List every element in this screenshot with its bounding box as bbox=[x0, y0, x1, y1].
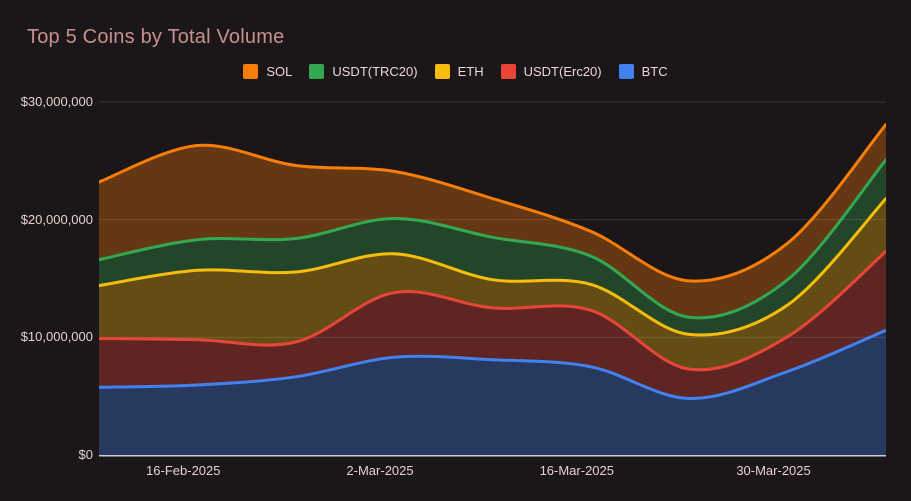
line-usdt-trc20 bbox=[99, 158, 886, 320]
area-usdt-trc20 bbox=[99, 159, 886, 336]
area-btc bbox=[99, 330, 886, 455]
legend-item-usdt-trc20[interactable]: USDT(TRC20) bbox=[309, 63, 418, 79]
line-eth bbox=[99, 197, 886, 337]
y-axis-label: $0 bbox=[78, 447, 93, 462]
eth-swatch-icon bbox=[434, 63, 450, 79]
area-sol bbox=[99, 124, 886, 318]
x-axis-label: 16-Feb-2025 bbox=[146, 463, 221, 478]
btc-swatch-icon bbox=[618, 63, 634, 79]
usdt-erc20-swatch-icon bbox=[500, 63, 516, 79]
x-axis-label: 30-Mar-2025 bbox=[736, 463, 811, 478]
legend-item-usdt-erc20[interactable]: USDT(Erc20) bbox=[500, 63, 602, 79]
y-axis-label: $10,000,000 bbox=[20, 329, 93, 345]
legend-label: BTC bbox=[641, 63, 668, 79]
gridlines bbox=[99, 101, 886, 338]
chart-title: Top 5 Coins by Total Volume bbox=[27, 26, 285, 48]
line-btc bbox=[99, 328, 886, 401]
sol-swatch-icon bbox=[243, 63, 259, 79]
usdt-trc20-swatch-icon bbox=[309, 63, 325, 79]
legend-label: ETH bbox=[457, 63, 484, 79]
legend-item-eth[interactable]: ETH bbox=[434, 63, 484, 79]
y-axis-label: $20,000,000 bbox=[20, 211, 93, 227]
area-eth bbox=[99, 198, 886, 370]
legend-item-btc[interactable]: BTC bbox=[618, 63, 668, 79]
legend-label: USDT(Erc20) bbox=[523, 63, 602, 79]
legend: SOL USDT(TRC20) ETH USDT(Erc20) BTC bbox=[0, 61, 911, 81]
x-axis-label: 16-Mar-2025 bbox=[539, 463, 614, 478]
legend-label: SOL bbox=[266, 63, 293, 79]
line-sol bbox=[99, 122, 886, 283]
legend-label: USDT(TRC20) bbox=[332, 63, 418, 79]
x-axis-label: 2-Mar-2025 bbox=[346, 463, 414, 478]
area-outlines bbox=[99, 122, 886, 401]
area-fills bbox=[99, 124, 886, 455]
y-axis-label: $30,000,000 bbox=[20, 94, 93, 109]
legend-item-sol[interactable]: SOL bbox=[243, 63, 293, 79]
line-usdt-erc20 bbox=[99, 249, 886, 372]
area-usdt-erc20 bbox=[99, 251, 886, 399]
